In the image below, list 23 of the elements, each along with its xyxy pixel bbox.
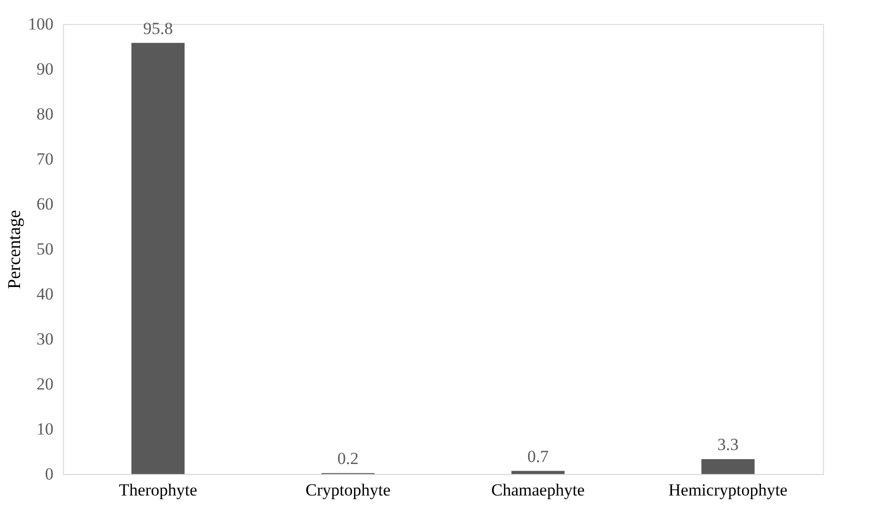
y-tick-label: 10: [36, 420, 54, 438]
y-tick-label: 60: [36, 194, 54, 214]
y-tick-label: 0: [45, 464, 54, 484]
y-tick-label: 90: [36, 60, 54, 78]
y-tick-label: 30: [36, 330, 54, 348]
y-tick-label: 40: [36, 284, 54, 304]
bar: [511, 470, 565, 474]
x-tick-label: Hemicryptophyte: [668, 480, 788, 500]
y-tick-label: 50: [36, 240, 54, 258]
y-tick-label: 80: [36, 104, 54, 124]
x-tick-label: Therophyte: [118, 480, 198, 500]
x-tick-label: Chamaephyte: [491, 480, 585, 500]
y-axis-title: Percentage: [4, 210, 24, 289]
bar: [701, 459, 755, 474]
bar: [131, 42, 185, 474]
y-tick-label: 70: [36, 150, 54, 168]
data-label: 0.7: [527, 446, 550, 466]
y-tick-label: 100: [28, 14, 54, 34]
x-tick-label: Cryptophyte: [306, 480, 390, 500]
y-tick-label: 20: [36, 374, 54, 394]
data-label: 3.3: [717, 435, 739, 454]
data-label: 0.2: [337, 449, 359, 468]
data-label: 95.8: [143, 18, 173, 38]
